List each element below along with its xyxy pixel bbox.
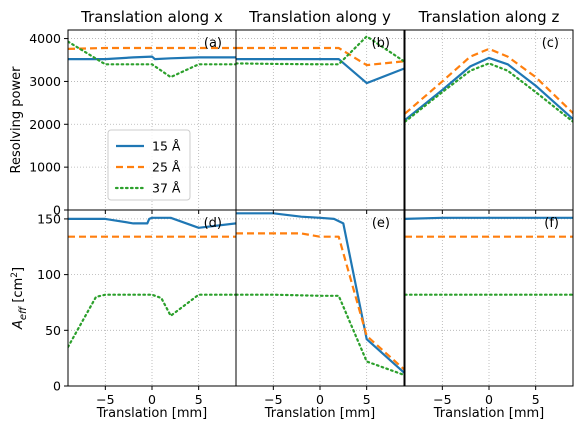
y-axis-label-bottom: Aeff [cm2] (10, 267, 29, 330)
column-title-2: Translation along y (248, 8, 391, 26)
x-tick-label: 5 (195, 392, 203, 407)
legend-label-2: 25 Å (152, 160, 181, 175)
panel-label: (b) (372, 36, 390, 51)
series-line-1 (405, 216, 573, 220)
x-tick-label: 5 (363, 392, 371, 407)
x-tick-label: −5 (433, 392, 451, 407)
panel-label: (d) (204, 216, 222, 231)
tick-layer (64, 38, 537, 390)
legend: 15 Å 25 Å 37 Å (107, 129, 191, 201)
y-tick-label: 100 (37, 267, 61, 282)
x-tick-label: 5 (532, 392, 540, 407)
y-axis-label-ylabel-unit-post: ] (11, 267, 26, 272)
legend-label-1: 15 Å (152, 139, 181, 154)
y-tick-label: 0 (53, 203, 61, 218)
series-line-3 (68, 40, 236, 79)
x-tick-label: 0 (485, 392, 493, 407)
text-layer: Translation along x Translation along y Tr… (9, 8, 559, 421)
x-tick-label: 0 (316, 392, 324, 407)
series-line-3 (405, 62, 573, 123)
x-tick-label: 0 (148, 392, 156, 407)
column-title-1: Translation along x (80, 8, 223, 26)
panel-label: (e) (372, 216, 390, 231)
y-axis-label-ylabel-unit-pre: [cm (11, 278, 26, 307)
panel-label: (a) (204, 36, 222, 51)
series-line-2 (236, 232, 404, 371)
legend-box (107, 129, 191, 201)
panel-label: (f) (544, 216, 559, 231)
x-axis-label: Translation [mm] (264, 406, 375, 421)
panel-label: (c) (542, 36, 559, 51)
series-line-2 (405, 47, 573, 115)
y-tick-label: 0 (53, 379, 61, 394)
y-tick-label: 50 (45, 323, 61, 338)
series-line-2 (236, 46, 404, 67)
panel-frames (67, 29, 574, 387)
y-tick-label: 4000 (29, 31, 61, 46)
series-line-3 (68, 293, 236, 349)
grid-layer (68, 30, 573, 386)
y-tick-label: 150 (37, 211, 61, 226)
x-axis-label: Translation [mm] (433, 406, 544, 421)
y-axis-label-ylabel-sub: eff (18, 305, 29, 320)
x-axis-label: Translation [mm] (96, 406, 207, 421)
y-tick-label: 2000 (29, 117, 61, 132)
y-axis-label-ylabel: A (11, 320, 26, 330)
y-tick-label: 3000 (29, 74, 61, 89)
y-axis-label-top: Resolving power (9, 66, 24, 174)
series-line-2 (68, 46, 236, 50)
series-line-3 (236, 35, 404, 66)
x-tick-label: −5 (96, 392, 114, 407)
series-layer (68, 35, 573, 376)
y-tick-label: 1000 (29, 160, 61, 175)
series-line-1 (405, 56, 573, 121)
series-line-1 (68, 216, 236, 229)
y-axis-label-ylabel-unit-sup: 2 (10, 272, 20, 278)
column-title-3: Translation along z (418, 8, 560, 26)
series-line-1 (236, 57, 404, 85)
x-tick-label: −5 (264, 392, 282, 407)
legend-label-3: 37 Å (152, 181, 181, 196)
series-line-3 (236, 293, 404, 376)
series-line-1 (68, 55, 236, 61)
